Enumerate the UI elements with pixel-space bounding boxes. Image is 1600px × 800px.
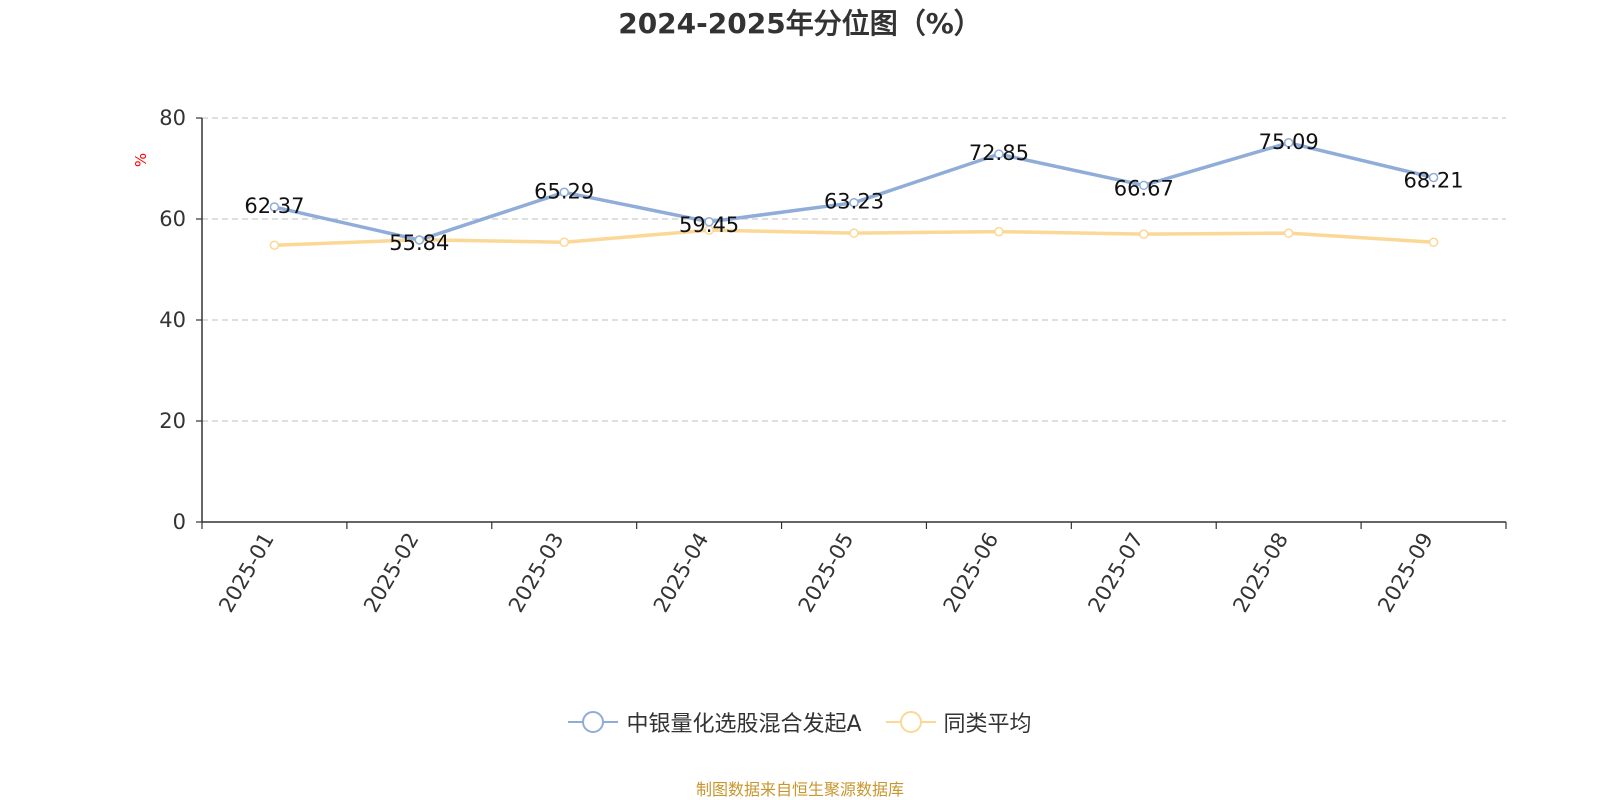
data-point-fund[interactable] — [269, 202, 280, 212]
y-tick-label: 80 — [159, 106, 186, 130]
legend-item-fund[interactable]: 中银量化选股混合发起A — [568, 706, 862, 738]
data-point-fund[interactable] — [414, 235, 425, 245]
x-tick-label: 2025-08 — [1228, 529, 1293, 617]
data-point-fund[interactable] — [704, 217, 714, 227]
x-tick-label: 2025-03 — [504, 529, 569, 617]
data-point-fund[interactable] — [559, 187, 569, 198]
legend-fund-label: 中银量化选股混合发起A — [626, 712, 862, 737]
legend-item-average[interactable]: 同类平均 — [885, 706, 1032, 738]
data-label: 63.23 — [824, 190, 884, 214]
data-label: 59.45 — [679, 213, 739, 237]
data-point-fund[interactable] — [1283, 138, 1294, 148]
legend-fund-line-icon — [568, 711, 619, 733]
data-point-average[interactable] — [994, 226, 1004, 237]
data-point-average[interactable] — [1283, 228, 1294, 238]
y-axis-unit-label: % — [132, 153, 150, 167]
x-tick-label: 2025-04 — [649, 529, 714, 617]
data-point-fund[interactable] — [1428, 172, 1439, 183]
y-tick-labels: 0 20 40 60 80 — [159, 106, 202, 534]
data-label: 65.29 — [534, 179, 594, 203]
legend: 中银量化选股混合发起A 同类平均 — [0, 706, 1600, 738]
data-point-fund[interactable] — [1139, 180, 1149, 191]
legend-average-line-icon — [885, 711, 936, 733]
chart-title: 2024-2025年分位图（%） — [618, 7, 982, 40]
x-tick-label: 2025-05 — [794, 529, 859, 617]
data-point-average[interactable] — [559, 237, 569, 247]
x-tick-label: 2025-09 — [1373, 529, 1438, 617]
legend-average-label: 同类平均 — [943, 712, 1032, 737]
x-tick-labels: 2025-01 2025-02 2025-03 2025-04 2025-05 2025-… — [201, 522, 1507, 617]
y-tick-label: 60 — [159, 207, 186, 231]
x-tick-label: 2025-02 — [359, 529, 424, 617]
y-tick-label: 40 — [159, 308, 186, 332]
data-label: 72.85 — [969, 141, 1029, 165]
data-point-average[interactable] — [1428, 237, 1439, 247]
source-note: 制图数据来自恒生聚源数据库 — [695, 780, 904, 799]
data-point-fund[interactable] — [994, 149, 1004, 159]
data-point-average[interactable] — [1139, 229, 1149, 239]
x-tick-label: 2025-07 — [1083, 529, 1148, 617]
gridlines — [202, 117, 1506, 422]
y-tick-label: 0 — [173, 510, 186, 534]
data-point-average[interactable] — [849, 228, 859, 238]
data-label: 68.21 — [1403, 169, 1463, 193]
data-point-average[interactable] — [269, 240, 280, 251]
data-label: 62.37 — [244, 194, 304, 218]
line-chart: % 0 20 40 60 80 2025-01 2025-02 2025-03 2025-04… — [132, 106, 1507, 617]
data-label: 66.67 — [1114, 176, 1174, 200]
series-lines — [269, 138, 1439, 251]
x-tick-label: 2025-01 — [214, 529, 279, 617]
axes: % — [132, 118, 1506, 523]
data-labels: 62.37 55.84 65.29 59.45 63.23 72.85 66.67 75.09… — [244, 130, 1463, 255]
y-tick-label: 20 — [159, 409, 186, 433]
data-label: 55.84 — [389, 231, 449, 255]
data-label: 75.09 — [1259, 130, 1319, 154]
data-point-fund[interactable] — [849, 197, 859, 208]
x-tick-label: 2025-06 — [939, 529, 1004, 617]
